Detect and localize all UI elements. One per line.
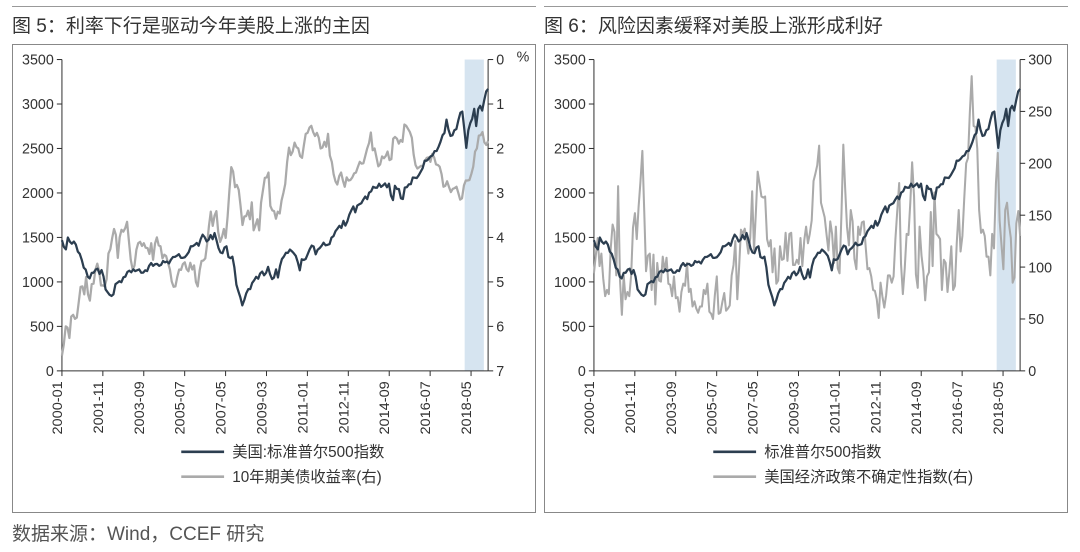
svg-text:300: 300	[1028, 53, 1052, 69]
svg-text:标准普尔500指数: 标准普尔500指数	[764, 443, 881, 461]
svg-text:2001-11: 2001-11	[623, 381, 639, 433]
svg-text:0: 0	[496, 53, 504, 69]
svg-text:1: 1	[496, 97, 504, 113]
svg-text:50: 50	[1028, 312, 1044, 328]
svg-text:2014-09: 2014-09	[377, 381, 393, 434]
svg-text:2000: 2000	[554, 186, 586, 202]
svg-text:100: 100	[1028, 260, 1052, 276]
svg-text:2005-07: 2005-07	[705, 381, 721, 434]
svg-text:0: 0	[578, 364, 586, 380]
svg-text:2500: 2500	[554, 142, 586, 158]
svg-text:0: 0	[46, 364, 54, 380]
svg-text:2007-05: 2007-05	[214, 381, 230, 434]
svg-text:2018-05: 2018-05	[991, 381, 1007, 434]
svg-text:2000-01: 2000-01	[50, 381, 66, 434]
svg-text:%: %	[517, 49, 530, 65]
svg-text:2000: 2000	[22, 186, 54, 202]
svg-text:2018-05: 2018-05	[459, 381, 475, 434]
svg-text:2009-03: 2009-03	[255, 381, 271, 434]
charts-row: 图 5：利率下行是驱动今年美股上涨的主因 0500100015002000250…	[12, 6, 1068, 513]
svg-text:10年期美债收益率(右): 10年期美债收益率(右)	[232, 468, 381, 486]
svg-text:3500: 3500	[22, 53, 54, 69]
svg-text:3500: 3500	[554, 53, 586, 69]
svg-text:6: 6	[496, 319, 504, 335]
svg-text:1500: 1500	[554, 231, 586, 247]
svg-text:500: 500	[562, 319, 586, 335]
svg-text:3000: 3000	[554, 97, 586, 113]
svg-text:500: 500	[30, 319, 54, 335]
svg-text:2001-11: 2001-11	[91, 381, 107, 433]
svg-text:1000: 1000	[22, 275, 54, 291]
svg-text:2: 2	[496, 142, 504, 158]
svg-text:0: 0	[1028, 364, 1036, 380]
svg-text:250: 250	[1028, 105, 1052, 121]
svg-text:2011-01: 2011-01	[828, 381, 844, 433]
svg-text:2016-07: 2016-07	[418, 381, 434, 434]
svg-text:150: 150	[1028, 208, 1052, 224]
svg-text:1000: 1000	[554, 275, 586, 291]
svg-text:2014-09: 2014-09	[909, 381, 925, 434]
svg-text:3: 3	[496, 186, 504, 202]
svg-text:2016-07: 2016-07	[950, 381, 966, 434]
svg-text:5: 5	[496, 275, 504, 291]
right-chart: 0 500 1000 1500 2000 2500 3000 3500 0 50 100 150 200…	[544, 44, 1068, 513]
svg-text:3000: 3000	[22, 97, 54, 113]
svg-text:2007-05: 2007-05	[746, 381, 762, 434]
svg-text:2011-01: 2011-01	[296, 381, 312, 433]
svg-text:2012-11: 2012-11	[336, 381, 352, 433]
svg-text:1500: 1500	[22, 231, 54, 247]
svg-text:美国:标准普尔500指数: 美国:标准普尔500指数	[232, 443, 384, 461]
svg-text:7: 7	[496, 364, 504, 380]
left-chart: 0 500 1000 1500 2000 2500 3000 3500 0 1 2 3 4 5 6 7% 200…	[12, 44, 536, 513]
svg-text:2000-01: 2000-01	[582, 381, 598, 434]
svg-text:2003-09: 2003-09	[664, 381, 680, 434]
svg-text:美国经济政策不确定性指数(右): 美国经济政策不确定性指数(右)	[764, 468, 973, 486]
svg-text:2005-07: 2005-07	[173, 381, 189, 434]
svg-text:2009-03: 2009-03	[787, 381, 803, 434]
svg-text:2003-09: 2003-09	[132, 381, 148, 434]
svg-text:200: 200	[1028, 156, 1052, 172]
left-panel: 图 5：利率下行是驱动今年美股上涨的主因 0500100015002000250…	[12, 6, 536, 513]
right-title: 图 6：风险因素缓释对美股上涨形成利好	[544, 7, 1068, 44]
svg-text:2500: 2500	[22, 142, 54, 158]
svg-text:4: 4	[496, 231, 504, 247]
left-title: 图 5：利率下行是驱动今年美股上涨的主因	[12, 7, 536, 44]
data-source-footer: 数据来源：Wind，CCEF 研究	[12, 513, 1068, 546]
right-panel: 图 6：风险因素缓释对美股上涨形成利好 05001000150020002500…	[544, 6, 1068, 513]
svg-text:2012-11: 2012-11	[868, 381, 884, 433]
